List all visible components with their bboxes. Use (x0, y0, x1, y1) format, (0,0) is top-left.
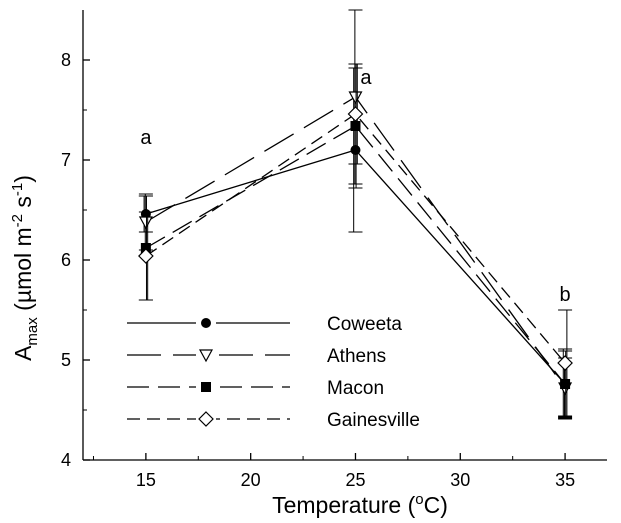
y-tick-label: 7 (61, 150, 71, 170)
data-point (557, 355, 573, 371)
data-point (350, 121, 361, 131)
axes: 15 20 25 30 35 4 5 6 7 8 (61, 10, 607, 490)
data-point (138, 216, 153, 230)
data-point (350, 145, 361, 155)
significance-letter: b (560, 284, 571, 306)
data-point (347, 106, 364, 122)
x-axis-label: Temperature (oC) (272, 491, 448, 518)
legend-entry-gainesville: Gainesville (127, 410, 420, 431)
x-tick-label: 20 (241, 470, 261, 490)
y-tick-label: 6 (61, 250, 71, 270)
legend-label: Coweeta (327, 314, 402, 335)
legend-marker (201, 382, 211, 392)
data-point (348, 91, 363, 105)
x-tick-label: 35 (555, 470, 575, 490)
data-point (560, 379, 571, 389)
y-tick-label: 4 (61, 450, 71, 470)
significance-letter: a (360, 67, 372, 89)
legend-marker (198, 349, 214, 363)
series-line (145, 96, 566, 389)
y-tick-label: 8 (61, 50, 71, 70)
series-line (145, 113, 566, 364)
x-tick-label: 15 (136, 470, 156, 490)
series-gainesville (138, 63, 573, 417)
data-point (140, 243, 151, 253)
legend-label: Macon (327, 378, 384, 399)
y-tick-label: 5 (61, 350, 71, 370)
series-line (145, 125, 566, 385)
x-tick-label: 25 (345, 470, 365, 490)
x-tick-label: 30 (450, 470, 470, 490)
legend-marker (198, 411, 214, 427)
legend-entry-coweeta: Coweeta (127, 314, 402, 335)
series-layer (138, 9, 573, 420)
annotation-layer: a a b (140, 67, 570, 306)
legend-entry-macon: Macon (127, 378, 384, 399)
legend: Coweeta Athens Macon Gainesville (127, 314, 420, 431)
legend-label: Athens (327, 346, 386, 367)
legend-marker (201, 318, 211, 328)
legend-entry-athens: Athens (127, 346, 386, 367)
data-point (138, 248, 154, 264)
y-axis-label: Amax (µmol m-2 s-1) (9, 175, 41, 361)
legend-label: Gainesville (327, 410, 420, 431)
significance-letter: a (140, 127, 152, 149)
